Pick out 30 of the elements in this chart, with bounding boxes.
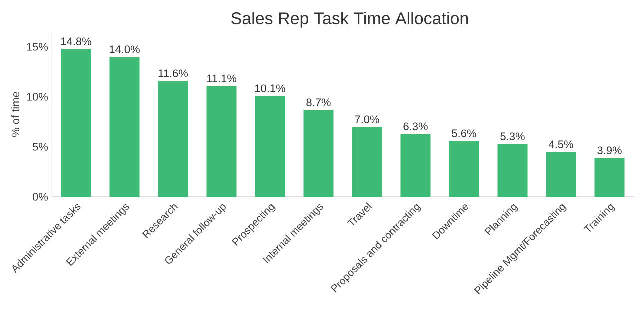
bar [594, 158, 625, 197]
data-label: 5.3% [500, 132, 525, 140]
bar [206, 86, 237, 197]
y-axis-title: % of time [12, 92, 20, 138]
data-label: 6.3% [404, 122, 428, 130]
data-label: 3.9% [598, 146, 622, 154]
data-label: 4.5% [548, 140, 574, 148]
y-tick-label: 5% [33, 143, 48, 151]
data-label: 14.0% [110, 46, 140, 54]
data-label: 8.7% [306, 98, 331, 106]
data-label: 10.1% [255, 84, 286, 92]
bar [255, 96, 286, 197]
bar [110, 57, 140, 197]
data-label: 11.6% [158, 70, 188, 78]
bar [61, 49, 92, 197]
data-label: 11.1% [207, 74, 237, 82]
bar [449, 141, 480, 197]
data-label: 7.0% [355, 116, 380, 124]
y-tick-label: 10% [27, 93, 48, 101]
chart-title: Sales Rep Task Time Allocation [232, 12, 468, 28]
bar [400, 134, 431, 197]
data-label: 5.6% [452, 130, 476, 138]
y-tick-label: 15% [27, 43, 48, 51]
bar [304, 110, 334, 197]
bar [498, 144, 528, 197]
bar [546, 152, 576, 197]
bar [158, 81, 188, 197]
bar [352, 127, 382, 197]
y-tick-label: 0% [32, 193, 48, 201]
data-label: 14.8% [61, 38, 92, 46]
